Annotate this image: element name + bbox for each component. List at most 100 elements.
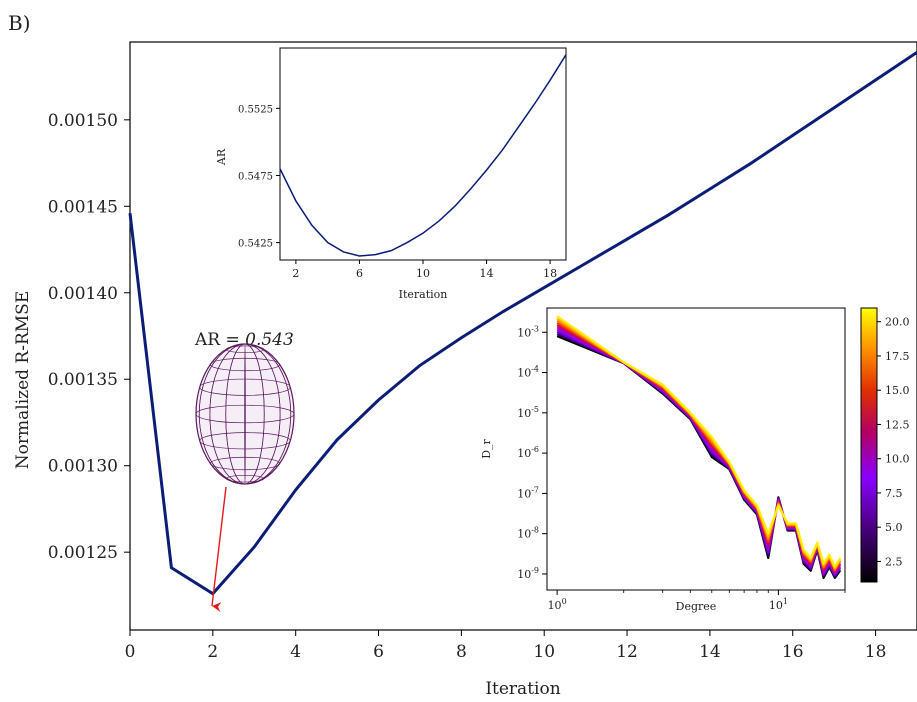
colorbar-tick-label: 17.5: [885, 350, 910, 363]
inset-ar-xlabel: Iteration: [399, 288, 448, 301]
main-data-point: [585, 262, 587, 264]
colorbar-tick-label: 5.0: [885, 521, 903, 534]
inset-ar-point: [359, 255, 360, 257]
ellipsoid-parallel: [225, 474, 265, 483]
inset-ar-point: [517, 126, 519, 128]
inset-ar-point: [486, 169, 487, 171]
colorbar-ticks: 2.5 5.0 7.5 10.0 12.5 15.0 17.5 20.0: [877, 316, 910, 568]
inset-ar-point: [454, 205, 456, 207]
main-data-point: [833, 107, 835, 109]
main-ylabel: Normalized R-RMSE: [13, 291, 33, 469]
colorbar-tick-label: 20.0: [885, 316, 910, 329]
main-data-point: [750, 162, 752, 164]
main-xtick-label: 2: [207, 642, 218, 662]
inset-ar-point: [406, 242, 408, 243]
colorbar-tick-label: 7.5: [885, 487, 903, 500]
main-plot-frame: [129, 41, 917, 631]
inset-ar-xtick-label: 14: [480, 267, 494, 280]
inset-ar-frame: [279, 47, 567, 261]
inset-ar-point: [311, 224, 313, 226]
inset-ar-point: [422, 232, 424, 234]
main-series-line: [128, 51, 917, 596]
panel-label: B): [8, 11, 31, 35]
minimum-arrow: [211, 486, 227, 613]
inset-ar-point: [438, 220, 440, 222]
ellipsoid-parallel: [225, 345, 265, 354]
colorbar: [860, 307, 878, 583]
inset-ar-point: [390, 250, 392, 252]
inset-ar-point: [470, 188, 472, 190]
inset-ar-point: [295, 200, 297, 202]
colorbar-tick-label: 15.0: [885, 384, 910, 397]
main-data-point: [253, 546, 255, 548]
inset-ar-xtick-label: 2: [292, 267, 299, 280]
main-ytick-label: 0.00150: [48, 111, 118, 131]
ellipsoid-parallel: [210, 456, 280, 471]
inset-spectrum-ytick-label: 10-7: [517, 485, 539, 500]
main-xtick-label: 12: [616, 642, 638, 662]
main-xtick-label: 18: [865, 642, 887, 662]
main-data-point: [543, 287, 545, 289]
main-ytick-label: 0.00135: [48, 370, 118, 390]
colorbar-tick-label: 10.0: [885, 453, 910, 466]
main-data-point: [460, 337, 462, 339]
inset-ar-xtick-label: 6: [356, 267, 363, 280]
main-xtick-label: 4: [290, 642, 301, 662]
inset-ar-point: [343, 251, 344, 253]
ellipsoid-mesh: [195, 343, 295, 485]
inset-ar-points: [279, 54, 567, 257]
inset-ar-point: [279, 168, 281, 170]
ellipsoid-parallel: [199, 432, 291, 450]
inset-spectrum-xtick-label: 101: [769, 597, 788, 612]
inset-ar-point: [327, 242, 329, 243]
inset-spectrum-ytick-label: 10-6: [517, 445, 539, 460]
inset-spectrum-xtick-label: 100: [548, 597, 567, 612]
main-axis-ticks: 0 2 4 6 8 10 12 14 16 180.001250.001300.001350.00…: [48, 111, 887, 662]
main-ytick-label: 0.00145: [48, 197, 118, 217]
main-xtick-label: 8: [456, 642, 467, 662]
inset-ar-point: [549, 79, 551, 81]
main-ytick-label: 0.00130: [48, 457, 118, 477]
main-data-point: [170, 567, 172, 569]
main-data-point: [378, 399, 380, 401]
inset-spectrum-ytick-label: 10-3: [517, 324, 539, 339]
main-xtick-label: 10: [533, 642, 555, 662]
inset-spectrum-ticks: 100 101 10-9 10-8 10-7 10-6 10-5 10-4 10-3: [517, 324, 846, 612]
inset-spectrum-ytick-label: 10-5: [517, 405, 539, 420]
inset-ar-xtick-label: 18: [543, 267, 557, 280]
inset-ar-point: [502, 149, 503, 151]
inset-ar-ylabel: AR: [215, 148, 228, 166]
ellipsoid-parallel: [199, 378, 291, 396]
main-data-point: [709, 188, 711, 190]
main-data-point: [875, 79, 877, 81]
colorbar-tick-label: 2.5: [885, 555, 903, 568]
main-data-point: [667, 214, 669, 216]
main-data-point: [419, 364, 421, 366]
inset-ar-ytick-label: 0.5425: [238, 239, 273, 250]
inset-spectrum-xlabel: Degree: [676, 600, 717, 613]
ellipsoid-meridian: [198, 343, 292, 485]
main-xtick-label: 6: [373, 642, 384, 662]
main-data-point: [129, 212, 131, 214]
main-ytick-label: 0.00140: [48, 284, 118, 304]
main-xlabel: Iteration: [485, 679, 560, 699]
inset-ar-point: [374, 254, 376, 256]
main-ytick-label: 0.00125: [48, 543, 118, 563]
main-xtick-label: 0: [125, 642, 136, 662]
inset-spectrum-ytick-label: 10-9: [517, 566, 539, 581]
inset-ar-xtick-label: 10: [416, 267, 430, 280]
main-data-point: [792, 134, 794, 136]
inset-ar-ticks: 2 6 10 14 18 0.5425 0.5475 0.5525: [238, 104, 557, 280]
main-data-point: [502, 311, 504, 313]
inset-ar-point: [565, 54, 567, 56]
inset-ar-point: [533, 103, 535, 105]
ellipsoid-parallel: [210, 357, 280, 372]
ellipsoid-parallel: [195, 404, 295, 424]
inset-ar-ytick-label: 0.5475: [238, 171, 273, 182]
inset-spectrum-ytick-label: 10-8: [517, 526, 539, 541]
main-xtick-label: 16: [782, 642, 804, 662]
inset-ar-ytick-label: 0.5525: [238, 104, 273, 115]
main-xtick-label: 14: [699, 642, 721, 662]
colorbar-tick-label: 12.5: [885, 418, 910, 431]
